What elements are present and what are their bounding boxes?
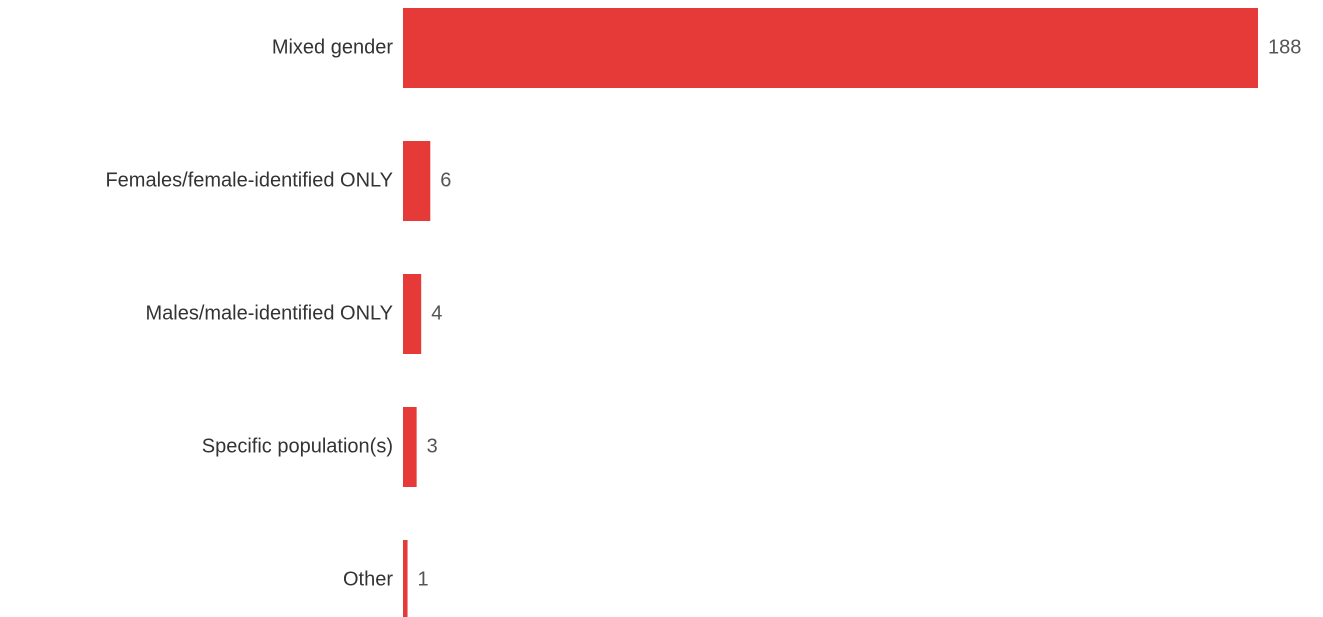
category-label: Males/male-identified ONLY xyxy=(145,302,393,324)
bar xyxy=(403,407,417,487)
value-label: 6 xyxy=(440,169,451,191)
value-label: 3 xyxy=(427,435,438,457)
value-label: 188 xyxy=(1268,36,1301,58)
bar xyxy=(403,8,1258,88)
value-label: 1 xyxy=(418,568,429,590)
bar xyxy=(403,540,408,617)
category-label: Females/female-identified ONLY xyxy=(105,169,393,191)
bar xyxy=(403,141,431,221)
value-label: 4 xyxy=(431,302,442,324)
bar xyxy=(403,274,422,354)
category-label: Other xyxy=(343,568,393,590)
category-label: Specific population(s) xyxy=(202,435,393,457)
category-label: Mixed gender xyxy=(272,36,394,58)
